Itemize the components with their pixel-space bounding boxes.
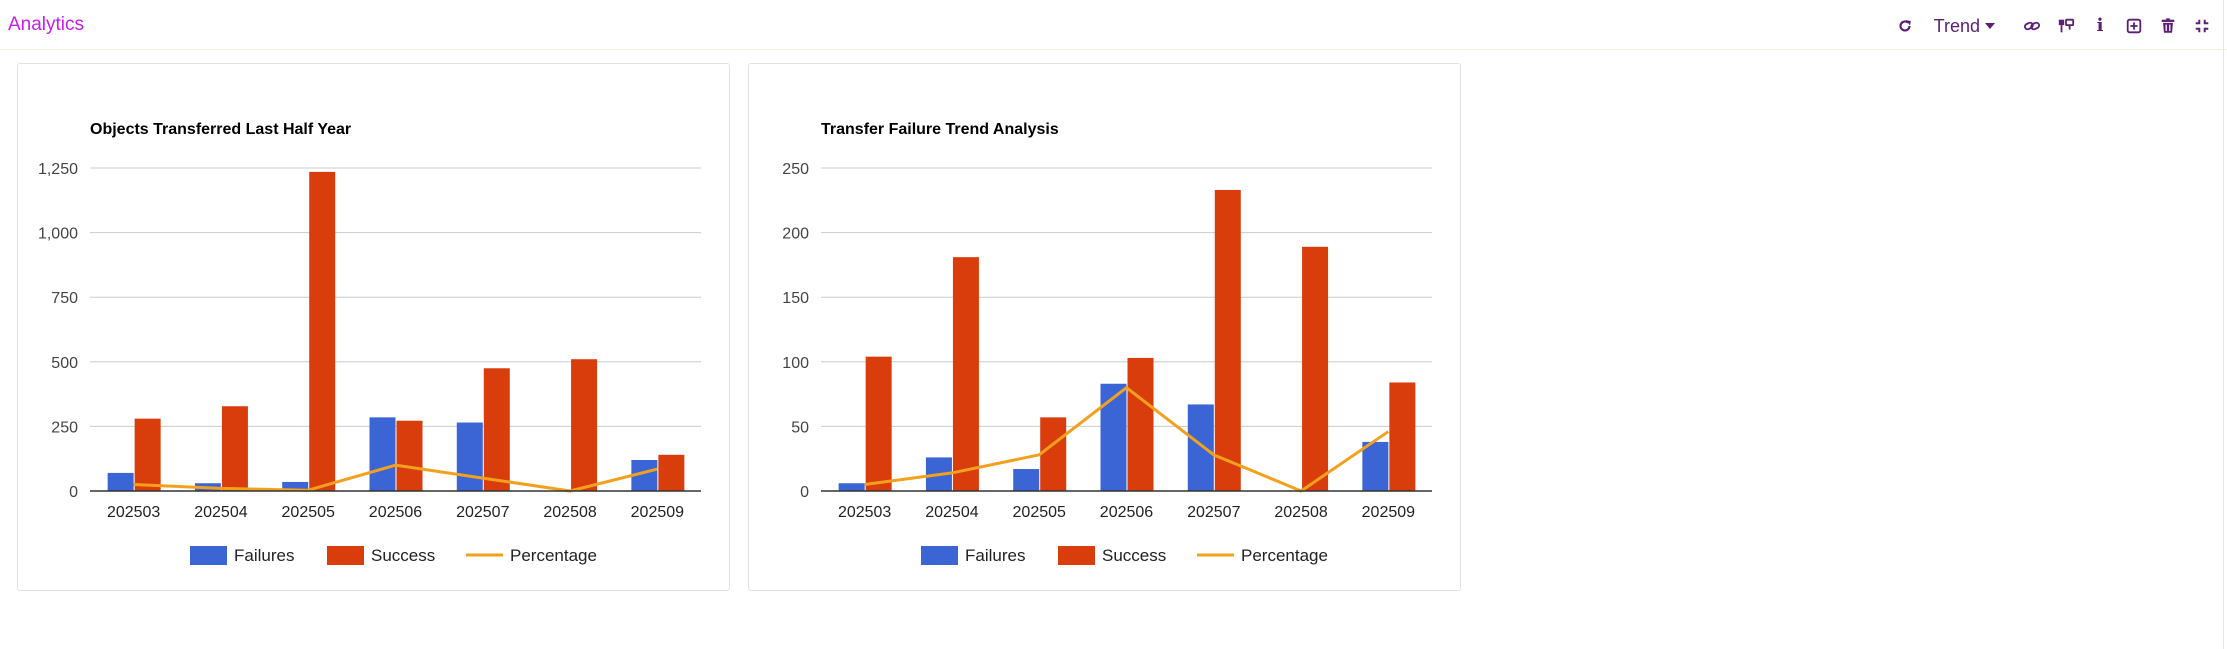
- x-tick-label: 202503: [107, 504, 160, 521]
- failures-bar: [1362, 441, 1389, 491]
- success-bar: [1214, 189, 1241, 491]
- percentage-legend-label: Percentage: [1241, 546, 1328, 565]
- failures-bar: [1187, 404, 1214, 491]
- success-bar: [221, 406, 248, 491]
- x-tick-label: 202506: [369, 504, 422, 521]
- x-tick-label: 202508: [543, 504, 596, 521]
- refresh-icon[interactable]: [1894, 15, 1916, 37]
- failures-bar: [838, 483, 865, 491]
- y-tick-label: 500: [51, 355, 78, 372]
- chart-title: Transfer Failure Trend Analysis: [821, 121, 1059, 138]
- failures-bar: [1100, 383, 1127, 491]
- objects-transferred-chart: Objects Transferred Last Half Year 0 250 50…: [38, 121, 701, 565]
- x-tick-label: 202505: [1013, 504, 1066, 521]
- percentage-legend-label: Percentage: [510, 546, 597, 565]
- y-tick-label: 250: [782, 161, 809, 178]
- y-tick-label: 750: [51, 290, 78, 307]
- y-tick-label: 100: [782, 355, 809, 372]
- success-bar: [658, 454, 685, 491]
- x-tick-label: 202504: [194, 504, 247, 521]
- trend-dropdown[interactable]: Trend: [1934, 16, 1995, 37]
- link-icon[interactable]: [2021, 15, 2043, 37]
- failures-bar: [369, 417, 396, 491]
- x-tick-label: 202509: [631, 504, 684, 521]
- failures-legend-swatch: [190, 546, 227, 565]
- success-bar: [396, 420, 423, 491]
- success-bar: [483, 368, 510, 491]
- caret-down-icon: [1985, 23, 1995, 29]
- failures-bar: [1013, 469, 1040, 491]
- dashboard-header: Analytics Trend i: [0, 0, 2227, 50]
- success-bar: [134, 418, 161, 491]
- success-bar: [952, 257, 979, 491]
- success-legend-label: Success: [371, 546, 435, 565]
- info-icon[interactable]: i: [2096, 15, 2104, 36]
- x-tick-label: 202509: [1362, 504, 1415, 521]
- success-bar: [309, 171, 336, 491]
- failures-legend-swatch: [921, 546, 958, 565]
- success-legend-swatch: [327, 546, 364, 565]
- failures-bar: [107, 472, 134, 491]
- y-tick-label: 250: [51, 419, 78, 436]
- y-tick-label: 150: [782, 290, 809, 307]
- add-icon[interactable]: [2123, 15, 2145, 37]
- y-tick-label: 1,250: [38, 161, 78, 178]
- x-tick-label: 202505: [282, 504, 335, 521]
- success-bar: [1127, 357, 1154, 491]
- right-divider: [2223, 0, 2224, 649]
- y-tick-label: 50: [791, 419, 809, 436]
- toolbar: Trend i: [1894, 12, 2213, 40]
- failure-trend-card: Transfer Failure Trend Analysis 0 50 100 150…: [748, 63, 1461, 591]
- failures-bar: [456, 422, 483, 491]
- y-tick-label: 0: [800, 484, 809, 501]
- x-tick-label: 202508: [1274, 504, 1327, 521]
- failures-legend-label: Failures: [965, 546, 1025, 565]
- x-tick-label: 202504: [925, 504, 978, 521]
- trash-icon[interactable]: [2157, 15, 2179, 37]
- success-bar: [1040, 417, 1067, 491]
- success-legend-swatch: [1058, 546, 1095, 565]
- failures-bar: [282, 481, 309, 491]
- collapse-icon[interactable]: [2191, 15, 2213, 37]
- x-tick-label: 202507: [1187, 504, 1240, 521]
- failures-legend-label: Failures: [234, 546, 294, 565]
- page-title: Analytics: [8, 14, 85, 35]
- y-tick-label: 200: [782, 226, 809, 243]
- filter-icon[interactable]: [2055, 15, 2077, 37]
- x-tick-label: 202507: [456, 504, 509, 521]
- success-bar: [1389, 382, 1416, 491]
- x-tick-label: 202506: [1100, 504, 1153, 521]
- chart-title: Objects Transferred Last Half Year: [90, 121, 351, 138]
- objects-transferred-card: Objects Transferred Last Half Year 0 250 50…: [17, 63, 730, 591]
- x-tick-label: 202503: [838, 504, 891, 521]
- y-tick-label: 0: [69, 484, 78, 501]
- trend-label: Trend: [1933, 15, 1980, 36]
- success-bar: [1302, 246, 1329, 491]
- success-bar: [865, 356, 892, 491]
- y-tick-label: 1,000: [38, 226, 78, 243]
- success-legend-label: Success: [1102, 546, 1166, 565]
- success-bar: [571, 359, 598, 491]
- failure-trend-chart: Transfer Failure Trend Analysis 0 50 100 150…: [782, 121, 1432, 565]
